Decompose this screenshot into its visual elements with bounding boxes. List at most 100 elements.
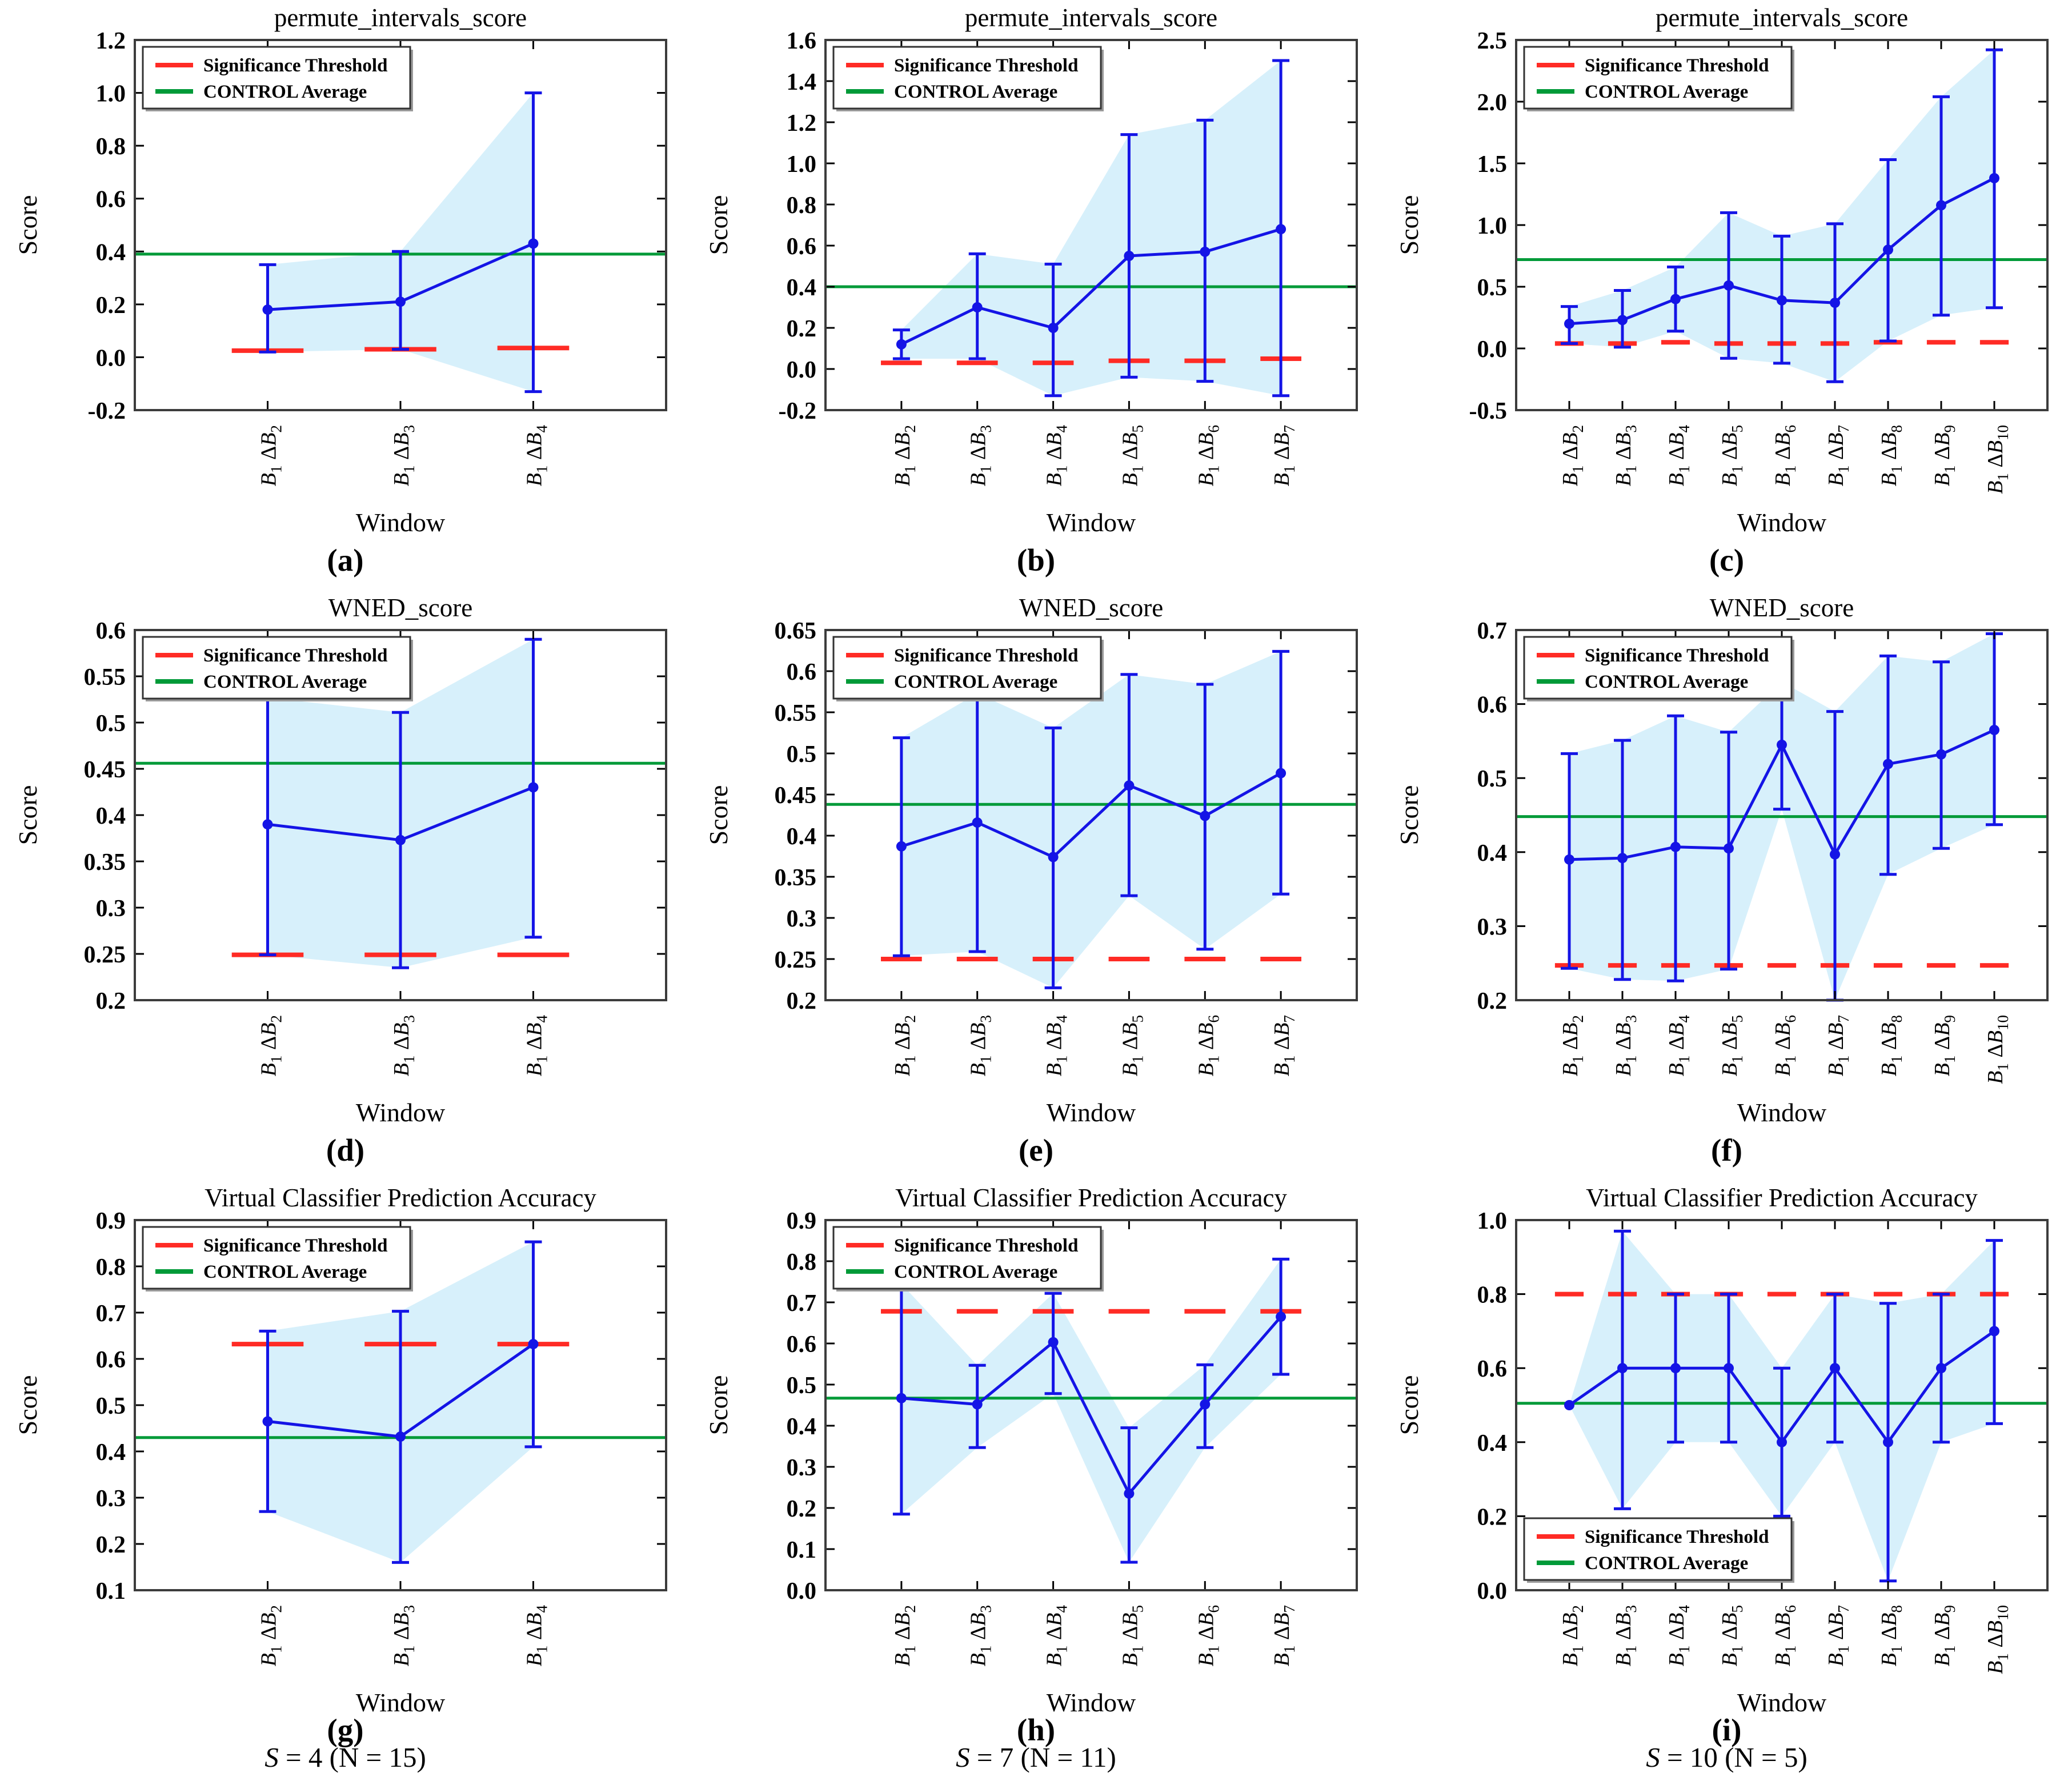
chart-cell-i: 0.0 0.2 0.4 0.6 0.8 1.0 B1 ΔB2 B1 ΔB3 B1 ΔB4 B1 Δ… xyxy=(1381,1180,2072,1773)
svg-text:0.4: 0.4 xyxy=(96,1439,126,1466)
y-tick-labels: 0.2 0.25 0.3 0.35 0.4 0.45 0.5 0.55 0.6 xyxy=(84,618,126,1014)
plot-frame xyxy=(1515,39,2049,411)
chart-b-svg: -0.20.00.20.40.60.81.01.21.41.6B1 ΔB2B1 … xyxy=(704,3,1358,537)
subcaption-i: S = 10 (N = 5) xyxy=(1646,1742,1808,1773)
x-tick-label: B1 ΔB4 xyxy=(1043,1605,1071,1667)
svg-text:0.5: 0.5 xyxy=(787,1373,817,1399)
chart-title: permute_intervals_score xyxy=(965,3,1217,32)
x-tick-label: B1 ΔB3 xyxy=(1612,1605,1640,1666)
legend-label-threshold: Significance Threshold xyxy=(203,1236,387,1256)
data-point-markers xyxy=(262,782,539,845)
legend-label-control: CONTROL Average xyxy=(894,1262,1057,1282)
chart-title: WNED_score xyxy=(1710,593,1854,622)
svg-text:0.6: 0.6 xyxy=(787,234,817,260)
x-tick-label: B1 ΔB5 xyxy=(1118,1605,1146,1666)
legend-label-threshold: Significance Threshold xyxy=(894,1236,1078,1256)
legend-label-control: CONTROL Average xyxy=(1585,1553,1748,1574)
svg-text:2.5: 2.5 xyxy=(1477,28,1508,54)
legend-label-threshold: Significance Threshold xyxy=(894,55,1078,76)
y-tick-labels: -0.5 0.0 0.5 1.0 1.5 2.0 2.5 xyxy=(1469,28,1508,424)
x-tick-label: B1 ΔB6 xyxy=(1771,425,1799,486)
plot-frame xyxy=(824,39,1358,411)
x-tick-labels: B1 ΔB2 B1 ΔB3 B1 ΔB4 B1 ΔB5 B1 ΔB6 B1 ΔB7 xyxy=(891,1605,1298,1667)
legend-box xyxy=(1523,46,1793,110)
svg-text:-0.2: -0.2 xyxy=(779,398,817,424)
x-tick-label: B1 ΔB4 xyxy=(1043,1015,1071,1077)
chart-cell-g: 0.1 0.2 0.3 0.4 0.5 0.6 0.7 0.8 0.9 B1 ΔB2 B1 ΔB3 B… xyxy=(0,1180,691,1773)
svg-text:0.25: 0.25 xyxy=(775,947,817,973)
plot-frame xyxy=(134,1219,667,1591)
chart-c: -0.5 0.0 0.5 1.0 1.5 2.0 2.5 B1 ΔB2 B1 ΔB3 B1 ΔB4… xyxy=(1381,0,2072,540)
legend: Significance Threshold CONTROL Average xyxy=(1523,636,1794,701)
svg-text:0.3: 0.3 xyxy=(1477,914,1508,940)
chart-cell-b: -0.2 0.0 0.2 0.4 0.6 0.8 1.0 1.2 1.4 1.6 B1 ΔB2 B1 … xyxy=(691,0,1381,590)
x-tick-labels: B1 ΔB2 B1 ΔB3 B1 ΔB4 xyxy=(257,425,551,487)
x-tick-label: B1 ΔB4 xyxy=(523,1015,551,1077)
x-tick-label: B1 ΔB10 xyxy=(1983,1015,2011,1084)
svg-text:0.2: 0.2 xyxy=(96,1532,126,1558)
caption-d: (d) xyxy=(326,1133,365,1168)
x-tick-label: B1 ΔB7 xyxy=(1270,425,1298,486)
x-tick-label: B1 ΔB5 xyxy=(1718,1605,1746,1666)
legend: Significance Threshold CONTROL Average xyxy=(1523,1517,1794,1583)
x-tick-label: B1 ΔB4 xyxy=(1665,425,1693,487)
svg-text:0.6: 0.6 xyxy=(96,1347,126,1373)
subcaption-h: S = 7 (N = 11) xyxy=(956,1742,1116,1773)
legend-label-control: CONTROL Average xyxy=(203,82,367,102)
legend: Significance Threshold CONTROL Average xyxy=(1523,46,1794,111)
axis-ticks xyxy=(135,39,666,411)
y-axis-label: Score xyxy=(13,785,42,845)
x-tick-label: B1 ΔB6 xyxy=(1771,1015,1799,1076)
caption-e: (e) xyxy=(1018,1133,1054,1168)
x-tick-label: B1 ΔB6 xyxy=(1194,425,1222,486)
y-axis-label: Score xyxy=(704,785,733,845)
chart-a: -0.2 0.0 0.2 0.4 0.6 0.8 1.0 1.2 B1 ΔB2 B1 ΔB3 B1 … xyxy=(0,0,691,540)
svg-text:0.25: 0.25 xyxy=(84,942,126,968)
x-tick-labels: B1 ΔB2 B1 ΔB3 B1 ΔB4 B1 ΔB5 B1 ΔB6 B1 ΔB7 B1 Δ… xyxy=(1558,1605,2011,1674)
svg-text:1.6: 1.6 xyxy=(787,28,817,54)
x-axis-label: Window xyxy=(356,1098,446,1127)
svg-text:0.6: 0.6 xyxy=(787,659,817,685)
chart-g: 0.1 0.2 0.3 0.4 0.5 0.6 0.7 0.8 0.9 B1 ΔB2 B1 ΔB3 B… xyxy=(0,1180,691,1720)
legend: Significance Threshold CONTROL Average xyxy=(832,636,1104,701)
x-tick-label: B1 ΔB3 xyxy=(1612,1015,1640,1076)
legend: Significance Threshold CONTROL Average xyxy=(142,46,413,111)
subcaption-g: S = 4 (N = 15) xyxy=(264,1742,426,1773)
y-tick-labels: -0.2 0.0 0.2 0.4 0.6 0.8 1.0 1.2 1.4 1.6 xyxy=(779,28,817,424)
x-tick-label: B1 ΔB3 xyxy=(390,1015,418,1076)
y-axis-label: Score xyxy=(704,195,733,255)
chart-cell-h: 0.0 0.1 0.2 0.3 0.4 0.5 0.6 0.7 0.8 0.9 B1 ΔB2 B1 Δ… xyxy=(691,1180,1381,1773)
svg-text:0.4: 0.4 xyxy=(96,803,126,829)
svg-text:0.9: 0.9 xyxy=(787,1208,817,1234)
legend: Significance Threshold CONTROL Average xyxy=(832,1226,1104,1291)
svg-text:0.4: 0.4 xyxy=(787,1414,817,1440)
svg-text:0.6: 0.6 xyxy=(1477,692,1508,719)
x-tick-label: B1 ΔB7 xyxy=(1824,425,1852,486)
caption-a: (a) xyxy=(327,543,364,577)
svg-text:0.45: 0.45 xyxy=(84,757,126,783)
x-tick-label: B1 ΔB4 xyxy=(1665,1015,1693,1077)
chart-e-svg: 0.2 0.25 0.3 0.35 0.4 0.45 0.5 0.55 0.6 0.65 B1 ΔB… xyxy=(704,593,1358,1127)
svg-text:0.5: 0.5 xyxy=(1477,275,1508,301)
x-tick-labels: B1 ΔB2 B1 ΔB3 B1 ΔB4 xyxy=(257,1015,551,1077)
legend: Significance Threshold CONTROL Average xyxy=(142,636,413,701)
svg-text:0.0: 0.0 xyxy=(787,357,817,383)
svg-text:0.4: 0.4 xyxy=(787,824,817,850)
chart-cell-d: 0.2 0.25 0.3 0.35 0.4 0.45 0.5 0.55 0.6 B1 ΔB2 B1 … xyxy=(0,590,691,1180)
svg-text:0.6: 0.6 xyxy=(1477,1356,1508,1382)
data-point-markers xyxy=(1564,1326,1999,1447)
svg-text:0.9: 0.9 xyxy=(96,1208,126,1234)
svg-text:0.6: 0.6 xyxy=(96,618,126,644)
svg-text:0.1: 0.1 xyxy=(96,1578,126,1604)
caption-h: (h) xyxy=(1016,1712,1056,1747)
svg-text:0.35: 0.35 xyxy=(84,849,126,876)
y-tick-labels: -0.2 0.0 0.2 0.4 0.6 0.8 1.0 1.2 xyxy=(88,28,126,424)
svg-text:1.4: 1.4 xyxy=(787,69,817,95)
chart-title: Virtual Classifier Prediction Accuracy xyxy=(1586,1184,1978,1212)
legend-label-control: CONTROL Average xyxy=(894,672,1057,692)
svg-text:0.0: 0.0 xyxy=(787,1578,817,1604)
svg-text:0.5: 0.5 xyxy=(96,1393,126,1419)
